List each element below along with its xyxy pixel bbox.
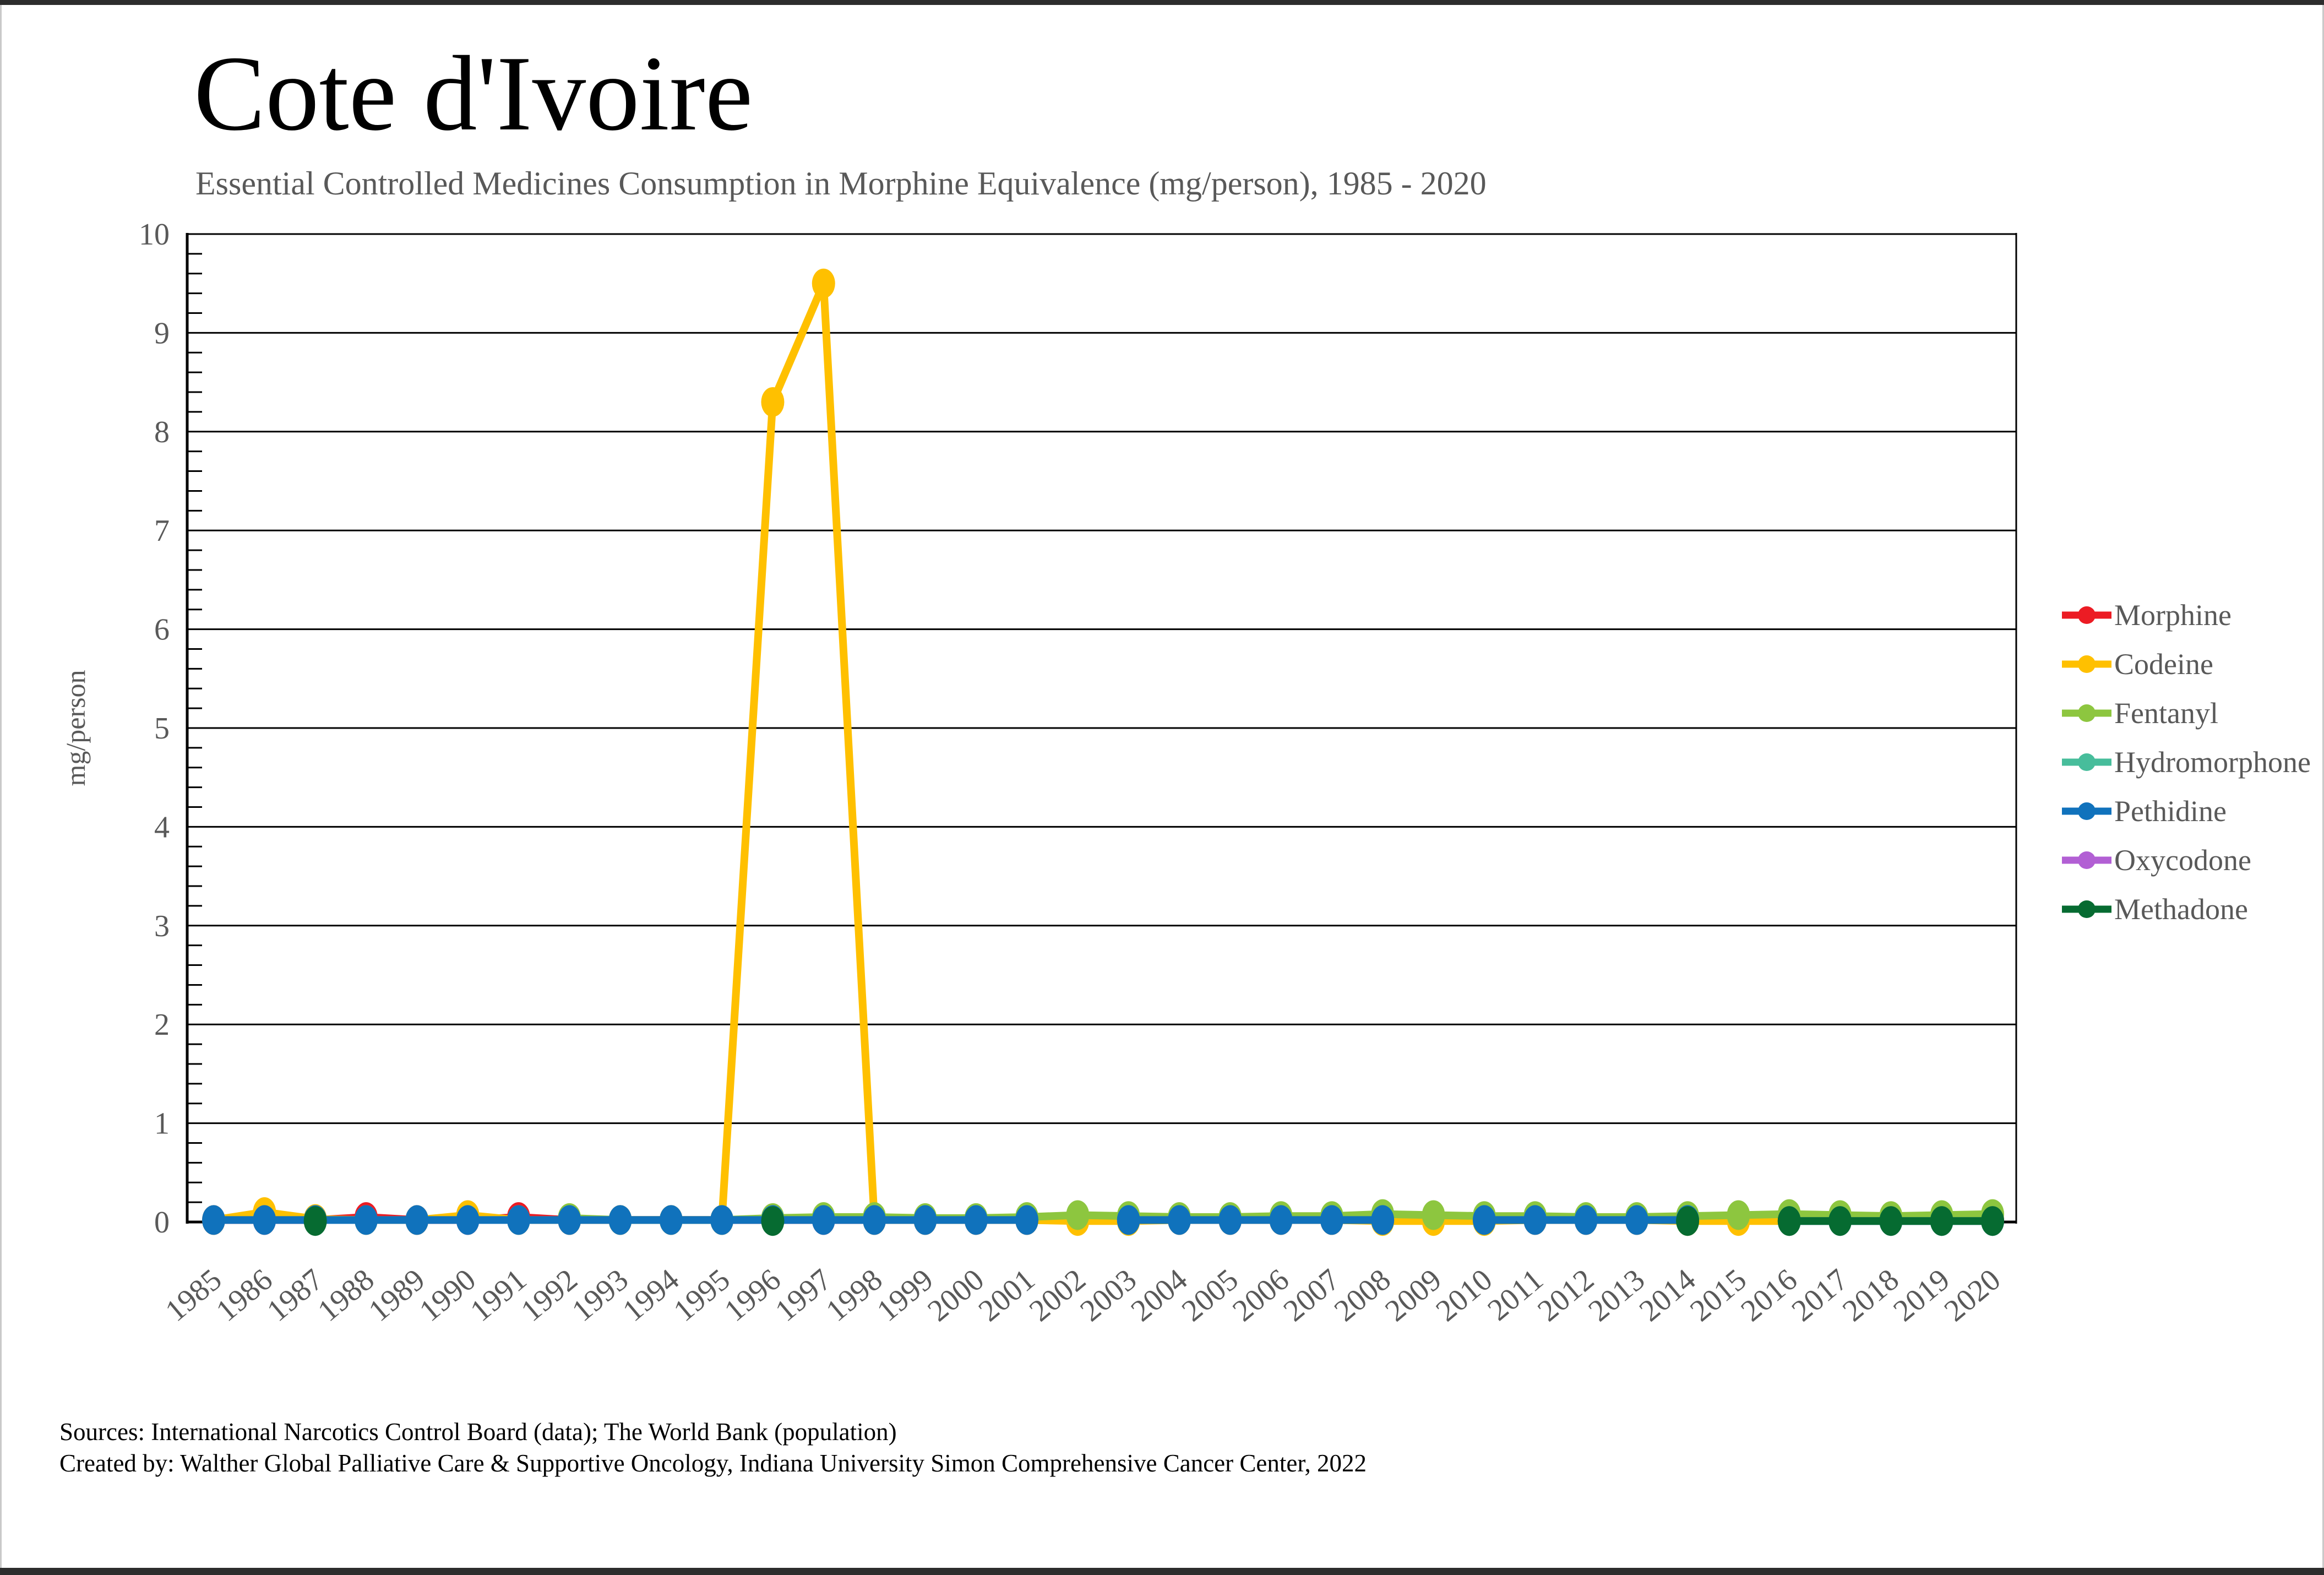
legend-item-methadone: Methadone	[2060, 884, 2311, 933]
legend-item-oxycodone: Oxycodone	[2060, 835, 2311, 884]
data-point-methadone-2020	[1981, 1206, 2004, 1236]
series-line-codeine	[210, 279, 1996, 1225]
chart-subtitle: Essential Controlled Medicines Consumpti…	[195, 165, 1487, 202]
data-point-methadone-2017	[1828, 1206, 1852, 1236]
data-point-fentanyl-2002	[1066, 1200, 1090, 1230]
data-point-pethidine-2006	[1269, 1205, 1293, 1235]
data-point-methadone-2018	[1879, 1206, 1903, 1236]
x-tick-label-2020: 2020	[1938, 1262, 2007, 1328]
legend-label-fentanyl: Fentanyl	[2114, 696, 2218, 730]
legend-item-codeine: Codeine	[2060, 639, 2311, 688]
data-point-pethidine-2007	[1320, 1205, 1343, 1235]
y-tick-label-2: 2	[154, 1008, 170, 1042]
y-tick-label-4: 4	[154, 810, 170, 844]
data-point-pethidine-1997	[812, 1205, 835, 1235]
data-point-fentanyl-2009	[1422, 1200, 1445, 1230]
y-tick-label-1: 1	[154, 1107, 170, 1141]
data-point-pethidine-1991	[507, 1205, 530, 1235]
data-point-pethidine-2011	[1523, 1205, 1547, 1235]
y-tick-label-8: 8	[154, 415, 170, 449]
legend-label-methadone: Methadone	[2114, 892, 2248, 926]
legend-item-pethidine: Pethidine	[2060, 786, 2311, 835]
data-point-pethidine-1989	[405, 1205, 429, 1235]
data-point-pethidine-1993	[608, 1205, 632, 1235]
legend-label-pethidine: Pethidine	[2114, 794, 2227, 828]
data-point-pethidine-1999	[913, 1205, 937, 1235]
legend: Morphine Codeine Fentanyl Hydromorphone …	[2060, 590, 2311, 933]
legend-item-fentanyl: Fentanyl	[2060, 688, 2311, 737]
page-edge-right	[2322, 5, 2324, 1568]
legend-item-hydromorphone: Hydromorphone	[2060, 737, 2311, 786]
data-point-pethidine-2010	[1472, 1205, 1496, 1235]
credit-line: Created by: Walther Global Palliative Ca…	[59, 1449, 1367, 1478]
legend-label-morphine: Morphine	[2114, 598, 2232, 632]
data-point-pethidine-2008	[1371, 1205, 1395, 1235]
data-point-pethidine-1994	[659, 1205, 683, 1235]
fentanyl-series-marker-icon	[2062, 704, 2111, 722]
pethidine-series-marker-icon	[2062, 802, 2111, 820]
y-tick-label-7: 7	[154, 514, 170, 548]
data-point-pethidine-1992	[558, 1205, 581, 1235]
data-point-pethidine-1985	[202, 1205, 225, 1235]
oxycodone-series-marker-icon	[2062, 851, 2111, 869]
data-point-pethidine-2004	[1167, 1205, 1191, 1235]
data-point-pethidine-2005	[1218, 1205, 1242, 1235]
page-edge-bottom	[0, 1568, 2324, 1575]
y-tick-label-10: 10	[139, 218, 170, 252]
y-tick-label-3: 3	[154, 909, 170, 943]
y-tick-label-0: 0	[154, 1205, 170, 1240]
data-point-pethidine-1998	[863, 1205, 886, 1235]
page-edge-top	[0, 0, 2324, 5]
legend-label-codeine: Codeine	[2114, 647, 2213, 681]
data-point-pethidine-2001	[1015, 1205, 1039, 1235]
data-point-pethidine-2003	[1117, 1205, 1140, 1235]
methadone-series-marker-icon	[2062, 900, 2111, 918]
hydromorphone-series-marker-icon	[2062, 753, 2111, 771]
data-point-fentanyl-2015	[1727, 1200, 1750, 1230]
legend-label-oxycodone: Oxycodone	[2114, 843, 2251, 877]
data-point-pethidine-2012	[1574, 1205, 1598, 1235]
y-tick-label-9: 9	[154, 316, 170, 350]
data-point-codeine-1996	[761, 387, 785, 417]
data-point-pethidine-2013	[1625, 1205, 1648, 1235]
data-point-pethidine-1988	[354, 1205, 378, 1235]
data-point-methadone-2016	[1777, 1206, 1801, 1236]
data-point-methadone-1987	[303, 1206, 327, 1236]
data-point-pethidine-2000	[964, 1205, 988, 1235]
data-point-methadone-1996	[761, 1206, 785, 1236]
page-edge-left	[0, 5, 2, 1568]
data-point-methadone-2014	[1676, 1206, 1700, 1236]
data-point-pethidine-1995	[710, 1205, 734, 1235]
page-title: Cote d'Ivoire	[194, 34, 753, 153]
source-line: Sources: International Narcotics Control…	[59, 1418, 897, 1446]
y-tick-label-6: 6	[154, 613, 170, 647]
source-note: Sources: International Narcotics Control…	[59, 1416, 1367, 1479]
morphine-series-marker-icon	[2062, 606, 2111, 624]
y-tick-label-5: 5	[154, 712, 170, 746]
data-point-pethidine-1990	[456, 1205, 480, 1235]
legend-label-hydromorphone: Hydromorphone	[2114, 745, 2311, 779]
codeine-series-marker-icon	[2062, 655, 2111, 673]
data-point-pethidine-1986	[253, 1205, 276, 1235]
data-point-codeine-1997	[812, 268, 835, 298]
legend-item-morphine: Morphine	[2060, 590, 2311, 639]
data-point-methadone-2019	[1930, 1206, 1953, 1236]
